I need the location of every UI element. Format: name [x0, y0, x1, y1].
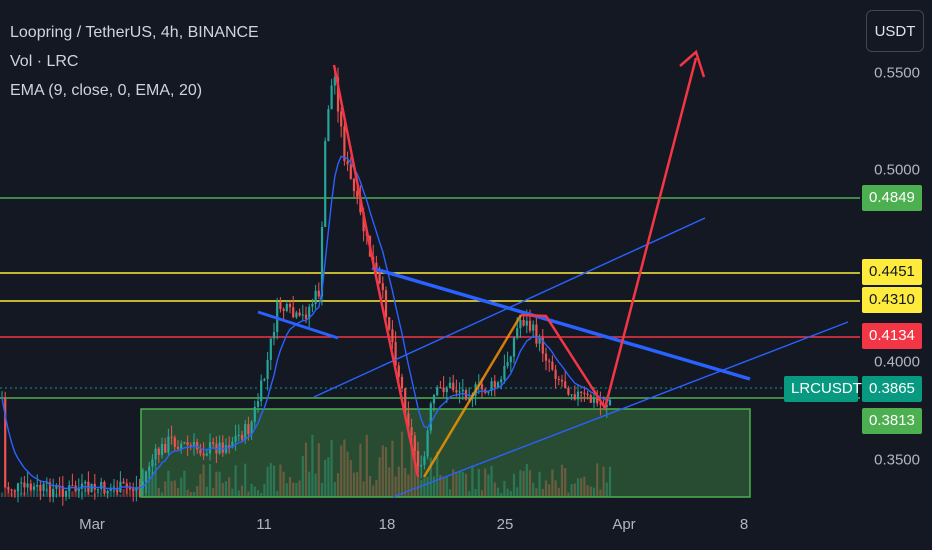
price-badge: 0.4849 [862, 185, 922, 211]
arrow-head-icon [679, 49, 706, 78]
candlesticks [0, 67, 612, 506]
time-tick: Mar [79, 516, 105, 533]
pattern-drawing-orange [422, 314, 523, 478]
price-badge: 0.4310 [862, 287, 922, 313]
price-badge: 0.4134 [862, 323, 922, 349]
volume-indicator-label[interactable]: Vol · LRC [10, 53, 79, 70]
support-zone [140, 408, 751, 498]
time-tick: 8 [739, 516, 749, 533]
currency-unit-button[interactable]: USDT [866, 10, 924, 52]
volume-bars [0, 431, 612, 497]
pattern-drawing-red-2 [520, 57, 698, 412]
price-badge: 0.3813 [862, 408, 922, 434]
pattern-drawing-red [332, 64, 420, 478]
time-tick: 11 [256, 516, 272, 533]
time-tick: 25 [496, 516, 514, 533]
symbol-title[interactable]: Loopring / TetherUS, 4h, BINANCE [10, 24, 259, 41]
price-tick: 0.3500 [874, 451, 920, 469]
price-badge: 0.4451 [862, 259, 922, 285]
symbol-badge: LRCUSDT [784, 376, 862, 402]
chart-legend: Loopring / TetherUS, 4h, BINANCE Vol · L… [10, 18, 259, 105]
ema-line [1, 155, 611, 490]
price-tick: 0.5000 [874, 161, 920, 179]
ema-indicator-label[interactable]: EMA (9, close, 0, EMA, 20) [10, 82, 203, 99]
price-tick: 0.4000 [874, 353, 920, 371]
time-tick: Apr [612, 516, 636, 533]
early-trendline [257, 310, 339, 340]
price-tick: 0.5500 [874, 64, 920, 82]
descending-trendline [371, 266, 751, 381]
time-tick: 18 [378, 516, 396, 533]
channel-lower-line [392, 321, 849, 498]
price-badge: 0.3865 [862, 376, 922, 402]
